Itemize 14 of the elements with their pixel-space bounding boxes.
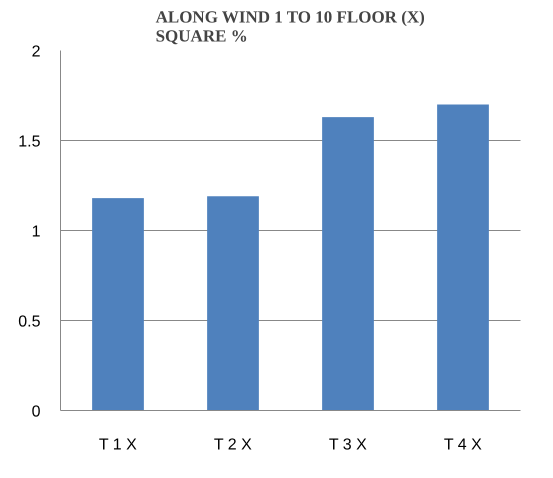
bar <box>92 198 144 410</box>
y-tick-label: 1 <box>32 224 41 240</box>
x-tick-label: T 3 X <box>328 436 368 454</box>
chart-title: ALONG WIND 1 TO 10 FLOOR (X) SQUARE % <box>156 8 425 46</box>
bar <box>207 196 259 410</box>
y-tick-label: 0.5 <box>18 314 41 330</box>
bar <box>437 104 489 410</box>
x-tick-label: T 2 X <box>214 436 252 454</box>
x-tick-label: T 4 X <box>444 436 482 454</box>
x-tick-label: T 1 X <box>98 436 138 454</box>
y-tick-label: 0 <box>32 404 41 420</box>
y-tick-label: 1.5 <box>18 134 41 150</box>
bar <box>322 117 374 410</box>
y-tick-label: 2 <box>32 44 41 60</box>
